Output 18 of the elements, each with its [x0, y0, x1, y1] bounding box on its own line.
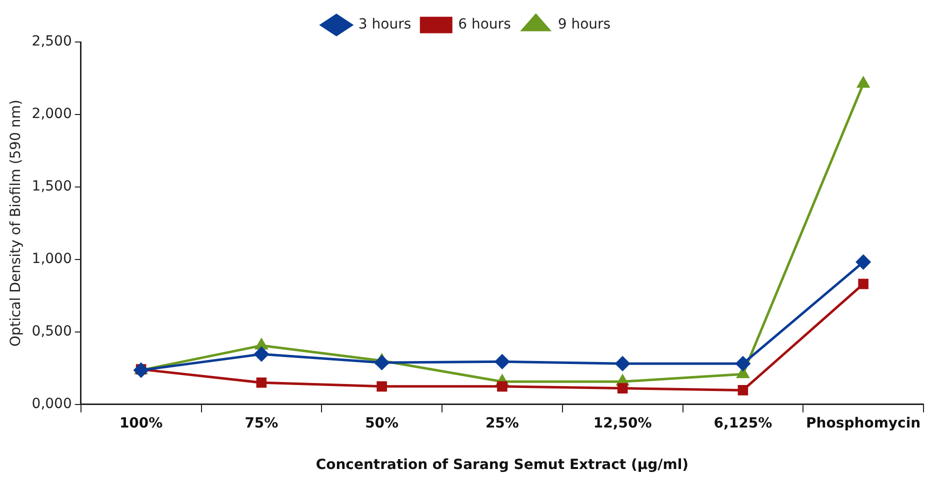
y-tick-label: 1,000	[32, 251, 72, 268]
legend-label: 9 hours	[558, 16, 611, 33]
y-tick-label: 0,000	[32, 396, 72, 412]
x-tick-label: 100%	[119, 415, 163, 432]
y-tick-label: 2,500	[32, 34, 72, 50]
x-tick-label: 25%	[485, 415, 519, 432]
y-tick-label: 2,000	[32, 106, 72, 122]
x-tick-label: 12,50%	[593, 415, 652, 432]
x-tick-label: Phosphomycin	[806, 415, 921, 432]
legend-label: 3 hours	[358, 16, 412, 33]
y-tick-label: 1,500	[32, 178, 72, 195]
y-axis-title: Optical Density of Biofilm (590 nm)	[8, 100, 24, 347]
x-tick-label: 75%	[244, 415, 278, 432]
x-tick-label: 50%	[365, 415, 399, 432]
legend-label: 6 hours	[458, 16, 511, 33]
x-tick-label: 6,125%	[714, 415, 772, 432]
x-axis-title: Concentration of Sarang Semut Extract (µg/ml)	[316, 457, 689, 474]
y-tick-label: 0,500	[32, 324, 72, 340]
